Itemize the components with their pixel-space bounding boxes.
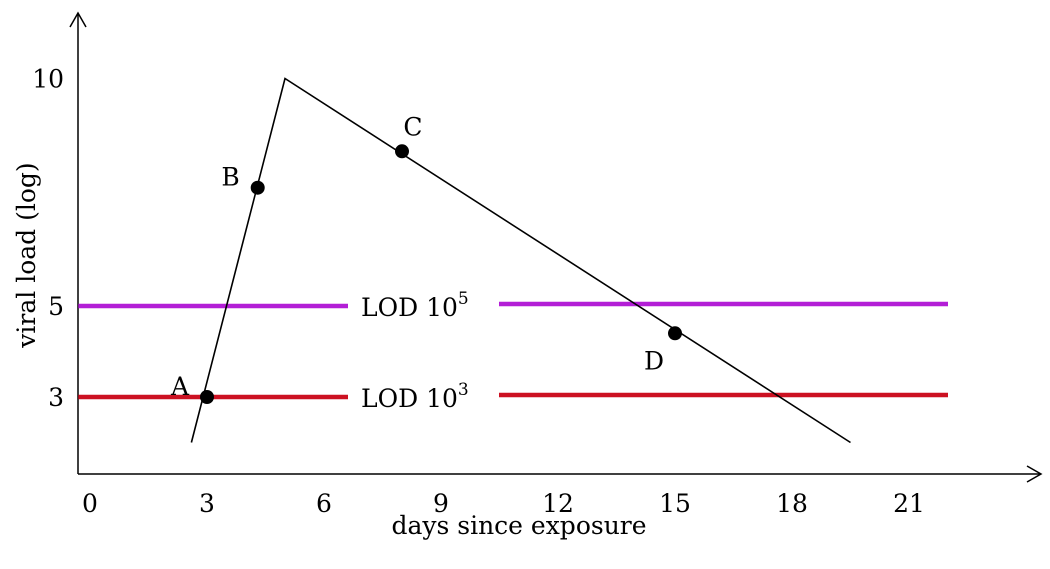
point-d-label: D [644,346,664,375]
axes [69,11,1043,483]
x-axis-arrow [1026,465,1043,483]
point-d-marker [668,326,682,341]
x-tick-label: 3 [199,489,215,518]
lod-5-label: LOD 105 [361,289,469,322]
x-tick-label: 6 [316,489,332,518]
series-layer [190,77,851,444]
x-axis-label: days since exposure [391,511,646,540]
point-c-marker [395,144,409,159]
point-a-marker [200,390,214,404]
data-points: A B C D [170,112,682,404]
y-tick-label: 5 [48,292,64,321]
point-a-label: A [170,372,190,401]
x-tick-label: 18 [776,489,808,518]
x-tick-label: 12 [542,489,574,518]
point-b-label: B [221,163,239,192]
tick-labels: 0 3 6 9 12 15 18 21 3 5 10 [32,65,925,519]
reference-lines: LOD 105 LOD 103 [78,289,948,413]
y-tick-label: 3 [48,383,64,412]
x-tick-label: 0 [82,489,98,518]
y-axis-arrow [69,11,87,28]
lod-3-label: LOD 103 [361,380,469,413]
x-tick-label: 21 [893,489,925,518]
point-b-marker [250,180,265,195]
point-c-label: C [403,112,422,141]
y-axis-label: viral load (log) [12,162,41,348]
x-tick-label: 15 [659,489,691,518]
viral-load-curve [190,77,851,444]
x-tick-label: 9 [433,489,449,518]
y-tick-label: 10 [32,65,64,94]
